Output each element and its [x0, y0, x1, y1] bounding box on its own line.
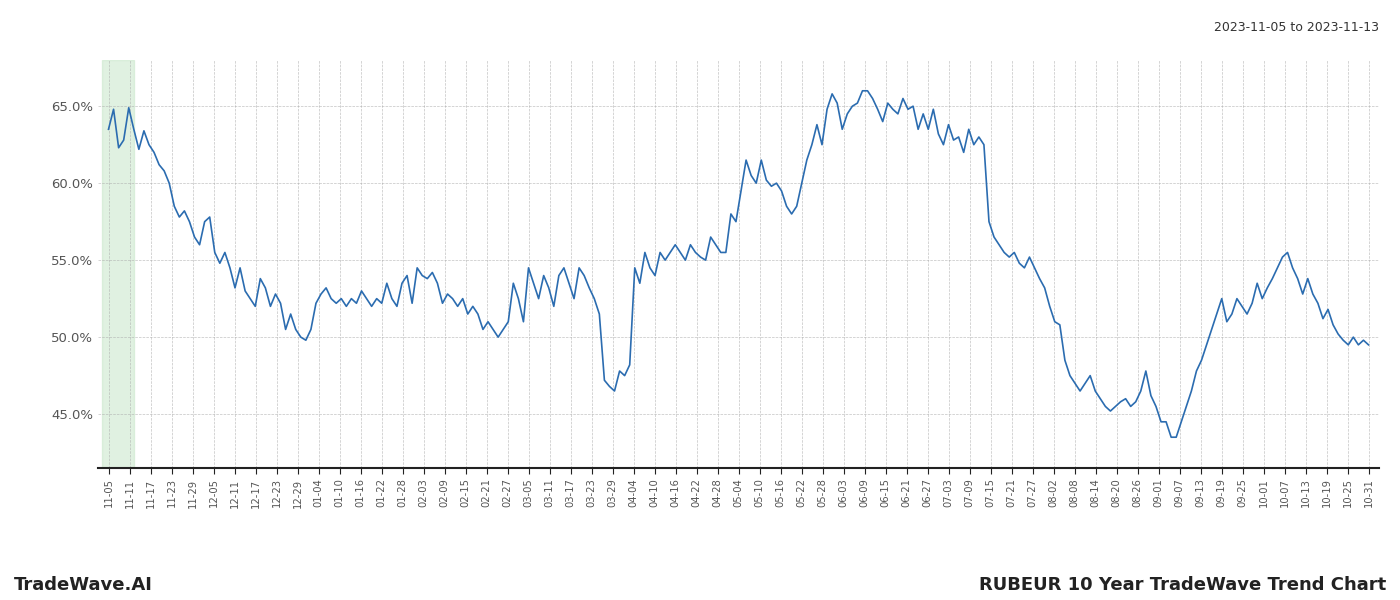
Bar [102, 60, 134, 468]
Text: RUBEUR 10 Year TradeWave Trend Chart: RUBEUR 10 Year TradeWave Trend Chart [979, 576, 1386, 594]
Text: TradeWave.AI: TradeWave.AI [14, 576, 153, 594]
Text: 2023-11-05 to 2023-11-13: 2023-11-05 to 2023-11-13 [1214, 21, 1379, 34]
